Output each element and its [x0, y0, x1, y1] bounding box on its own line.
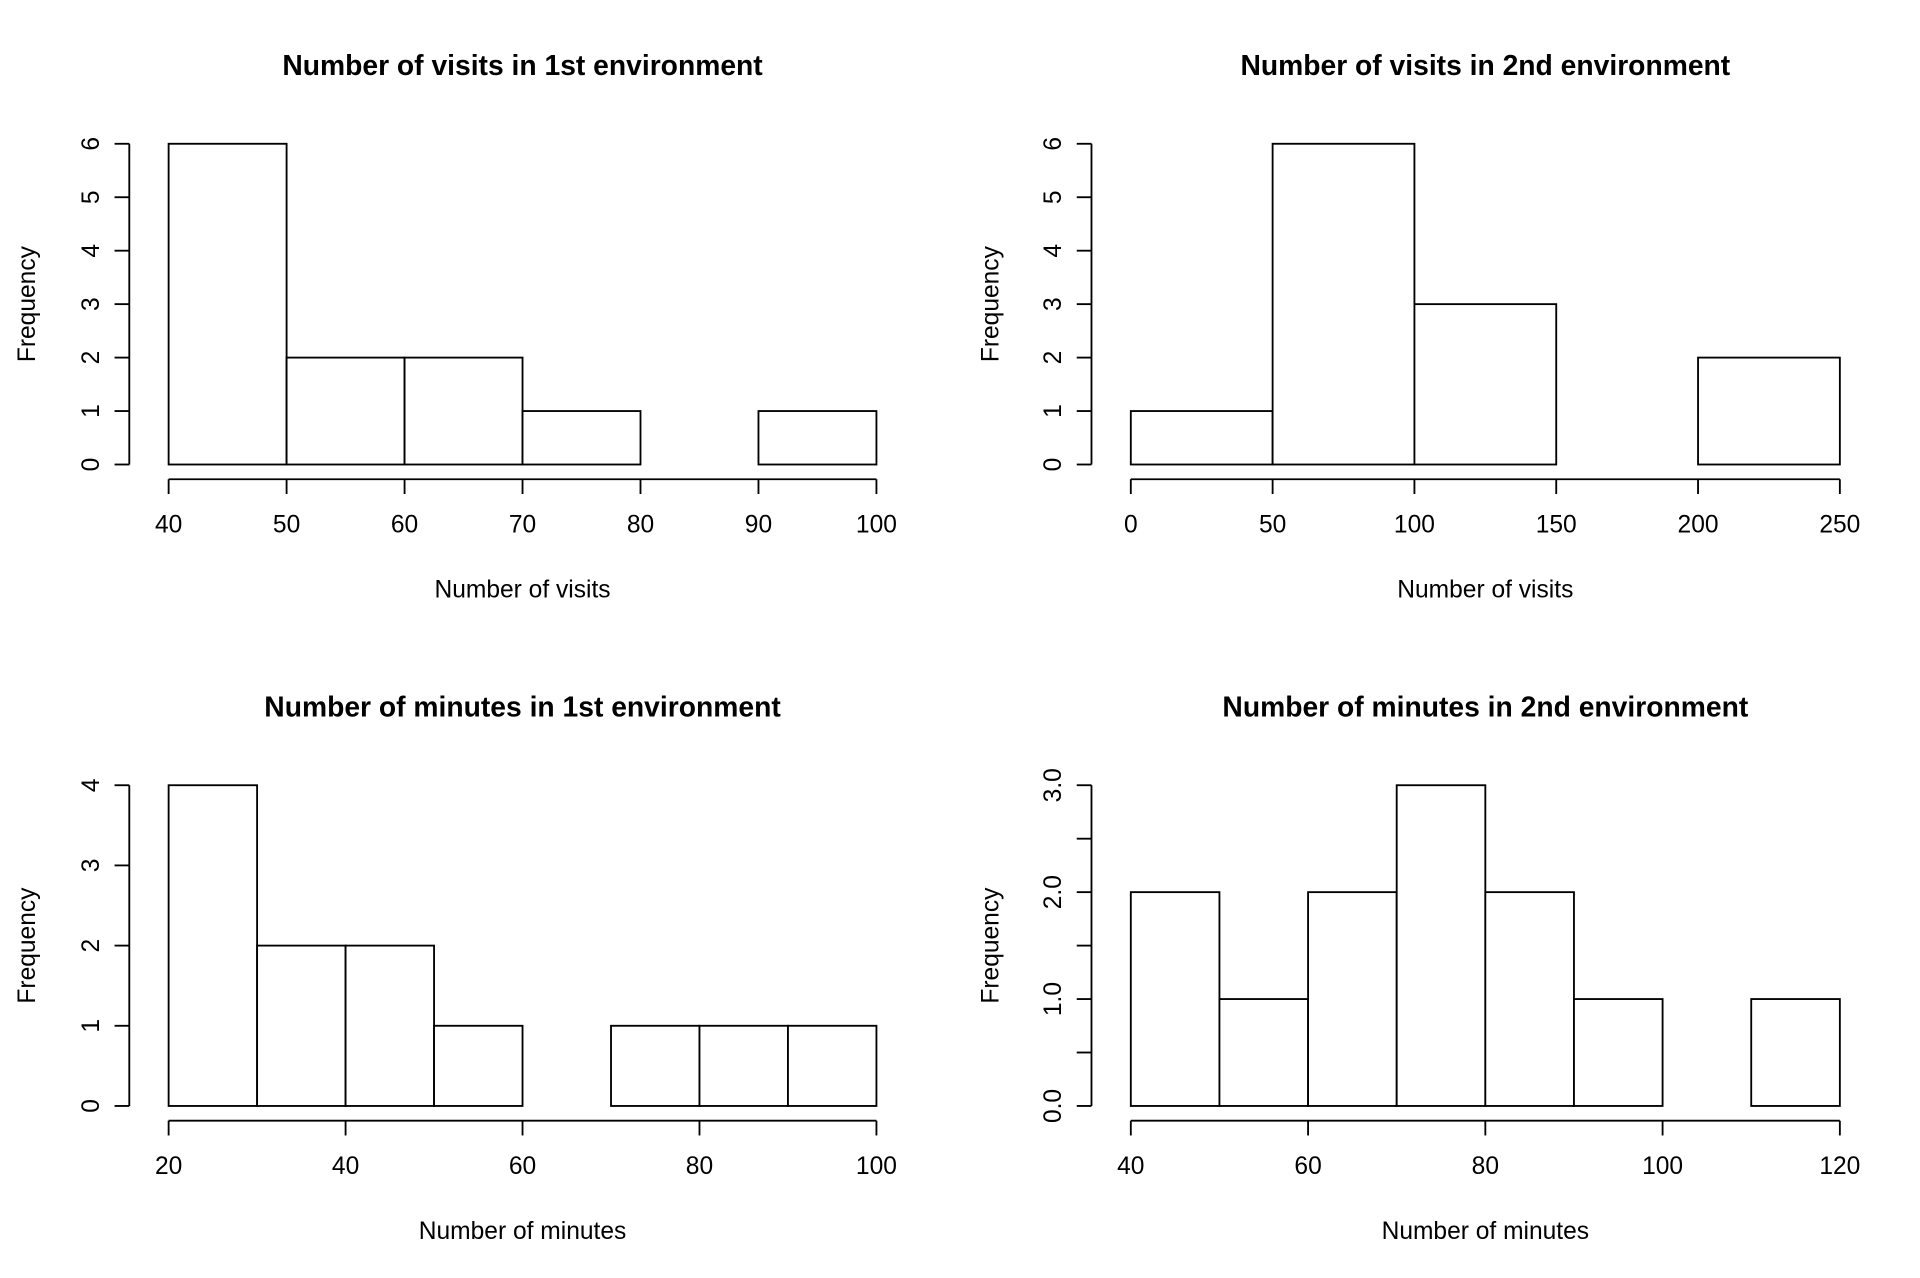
y-tick-label: 6 [78, 137, 105, 151]
x-tick-label: 150 [1536, 511, 1577, 538]
chart-title: Number of minutes in 1st environment [264, 691, 781, 723]
x-tick-label: 50 [273, 511, 300, 538]
y-tick-label: 0 [78, 458, 105, 472]
y-tick-label: 1.0 [1040, 982, 1067, 1016]
bar [344, 944, 435, 1107]
x-tick-label: 70 [509, 511, 536, 538]
y-tick-label: 0 [1040, 458, 1067, 472]
bar [285, 356, 406, 466]
x-tick-label: 40 [332, 1153, 359, 1180]
bar [787, 1024, 878, 1107]
bar [757, 410, 878, 466]
bar [1307, 891, 1398, 1107]
bar [1697, 356, 1841, 466]
x-tick-label: 200 [1678, 511, 1719, 538]
y-tick-label: 6 [1040, 137, 1067, 151]
x-tick-label: 20 [155, 1153, 182, 1180]
bar [521, 410, 642, 466]
y-tick-label: 4 [78, 244, 105, 258]
x-tick-label: 90 [745, 511, 772, 538]
y-tick-label: 2 [78, 939, 105, 953]
x-tick-label: 60 [391, 511, 418, 538]
y-tick-label: 1 [78, 404, 105, 418]
bar [1395, 784, 1487, 1107]
bar [433, 1024, 524, 1107]
bar [698, 1024, 789, 1107]
y-tick-label: 3 [1040, 297, 1067, 311]
x-tick-label: 80 [1472, 1153, 1499, 1180]
y-tick-label: 0.0 [1040, 1089, 1067, 1123]
x-tick-label: 250 [1819, 511, 1860, 538]
x-tick-label: 40 [1117, 1153, 1144, 1180]
y-tick-label: 5 [1040, 190, 1067, 204]
bar [1129, 410, 1274, 466]
y-tick-label: 5 [78, 190, 105, 204]
bar [256, 944, 347, 1107]
bar [1484, 891, 1575, 1107]
chart-title: Number of visits in 1st environment [282, 49, 763, 81]
x-tick-label: 80 [627, 511, 654, 538]
bar [1271, 142, 1416, 466]
x-tick-label: 100 [1394, 511, 1435, 538]
bar [167, 142, 288, 466]
y-axis-label: Frequency [977, 887, 1004, 1004]
y-tick-label: 2.0 [1040, 875, 1067, 909]
x-axis-label: Number of minutes [419, 1218, 627, 1245]
x-axis-label: Number of minutes [1382, 1218, 1590, 1245]
y-tick-label: 0 [78, 1099, 105, 1113]
bar [1413, 303, 1558, 466]
y-tick-label: 1 [78, 1019, 105, 1033]
x-tick-label: 80 [686, 1153, 713, 1180]
y-tick-label: 3 [78, 859, 105, 873]
y-axis-label: Frequency [14, 245, 41, 362]
chart-title: Number of minutes in 2nd environment [1222, 691, 1748, 723]
bar [1129, 891, 1221, 1107]
x-tick-label: 120 [1819, 1153, 1860, 1180]
bar [1573, 998, 1664, 1107]
chart-title: Number of visits in 2nd environment [1240, 49, 1730, 81]
y-tick-label: 4 [78, 778, 105, 792]
y-axis-label: Frequency [977, 245, 1004, 362]
x-tick-label: 100 [1642, 1153, 1683, 1180]
bar [167, 784, 259, 1107]
y-axis-label: Frequency [14, 887, 41, 1004]
x-axis-label: Number of visits [1397, 577, 1573, 604]
y-tick-label: 1 [1040, 404, 1067, 418]
y-tick-label: 3.0 [1040, 768, 1067, 802]
bar [1750, 998, 1841, 1107]
y-tick-label: 2 [1040, 351, 1067, 365]
x-tick-label: 100 [856, 511, 897, 538]
x-tick-label: 50 [1259, 511, 1286, 538]
y-tick-label: 4 [1040, 244, 1067, 258]
x-tick-label: 60 [509, 1153, 536, 1180]
bar [1218, 998, 1309, 1107]
x-tick-label: 100 [856, 1153, 897, 1180]
bar [403, 356, 524, 466]
x-tick-label: 40 [155, 511, 182, 538]
x-axis-label: Number of visits [434, 577, 610, 604]
x-tick-label: 0 [1124, 511, 1138, 538]
y-tick-label: 2 [78, 351, 105, 365]
bar [610, 1024, 701, 1107]
y-tick-label: 3 [78, 297, 105, 311]
x-tick-label: 60 [1294, 1153, 1321, 1180]
